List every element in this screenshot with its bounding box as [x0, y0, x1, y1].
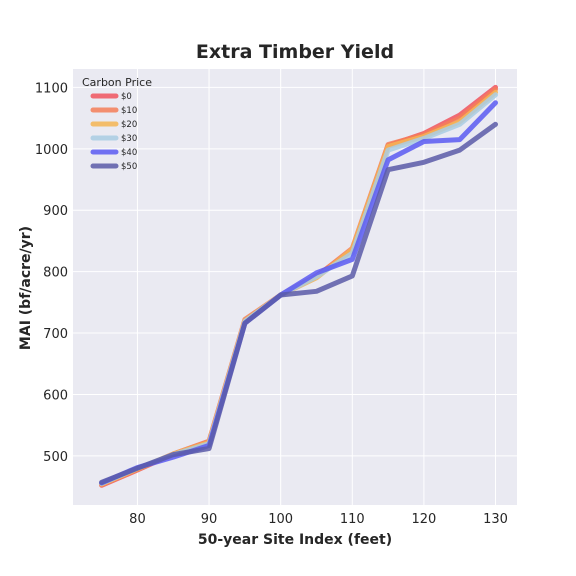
legend-title: Carbon Price	[82, 76, 152, 89]
series-lines	[99, 84, 498, 488]
y-tick-label: 1100	[35, 81, 68, 96]
x-tick-label: 90	[201, 512, 218, 527]
x-tick-labels: 80 90 100 110 120 130	[129, 512, 508, 527]
legend-label-5: $50	[121, 162, 137, 172]
legend: Carbon Price $0 $10 $20 $30 $40 $50	[82, 76, 152, 172]
y-tick-label: 700	[43, 327, 68, 342]
x-tick-label: 120	[411, 512, 436, 527]
legend-label-2: $20	[121, 120, 137, 130]
y-tick-label: 500	[43, 450, 68, 465]
y-axis-label: MAI (bf/acre/yr)	[18, 226, 34, 350]
legend-label-4: $40	[121, 148, 137, 158]
y-tick-label: 1000	[35, 143, 68, 158]
x-tick-label: 110	[340, 512, 365, 527]
series-line-5	[99, 121, 498, 485]
legend-label-3: $30	[121, 134, 137, 144]
legend-label-0: $0	[121, 92, 132, 102]
chart-title: Extra Timber Yield	[196, 41, 394, 63]
x-tick-label: 80	[129, 512, 146, 527]
y-tick-label: 800	[43, 266, 68, 281]
x-tick-label: 130	[483, 512, 508, 527]
x-tick-label: 100	[268, 512, 293, 527]
legend-label-1: $10	[121, 106, 137, 116]
y-tick-label: 900	[43, 204, 68, 219]
x-axis-label: 50-year Site Index (feet)	[198, 532, 392, 548]
y-tick-labels: 500 600 700 800 900 1000 1100	[35, 81, 68, 464]
y-tick-label: 600	[43, 388, 68, 403]
